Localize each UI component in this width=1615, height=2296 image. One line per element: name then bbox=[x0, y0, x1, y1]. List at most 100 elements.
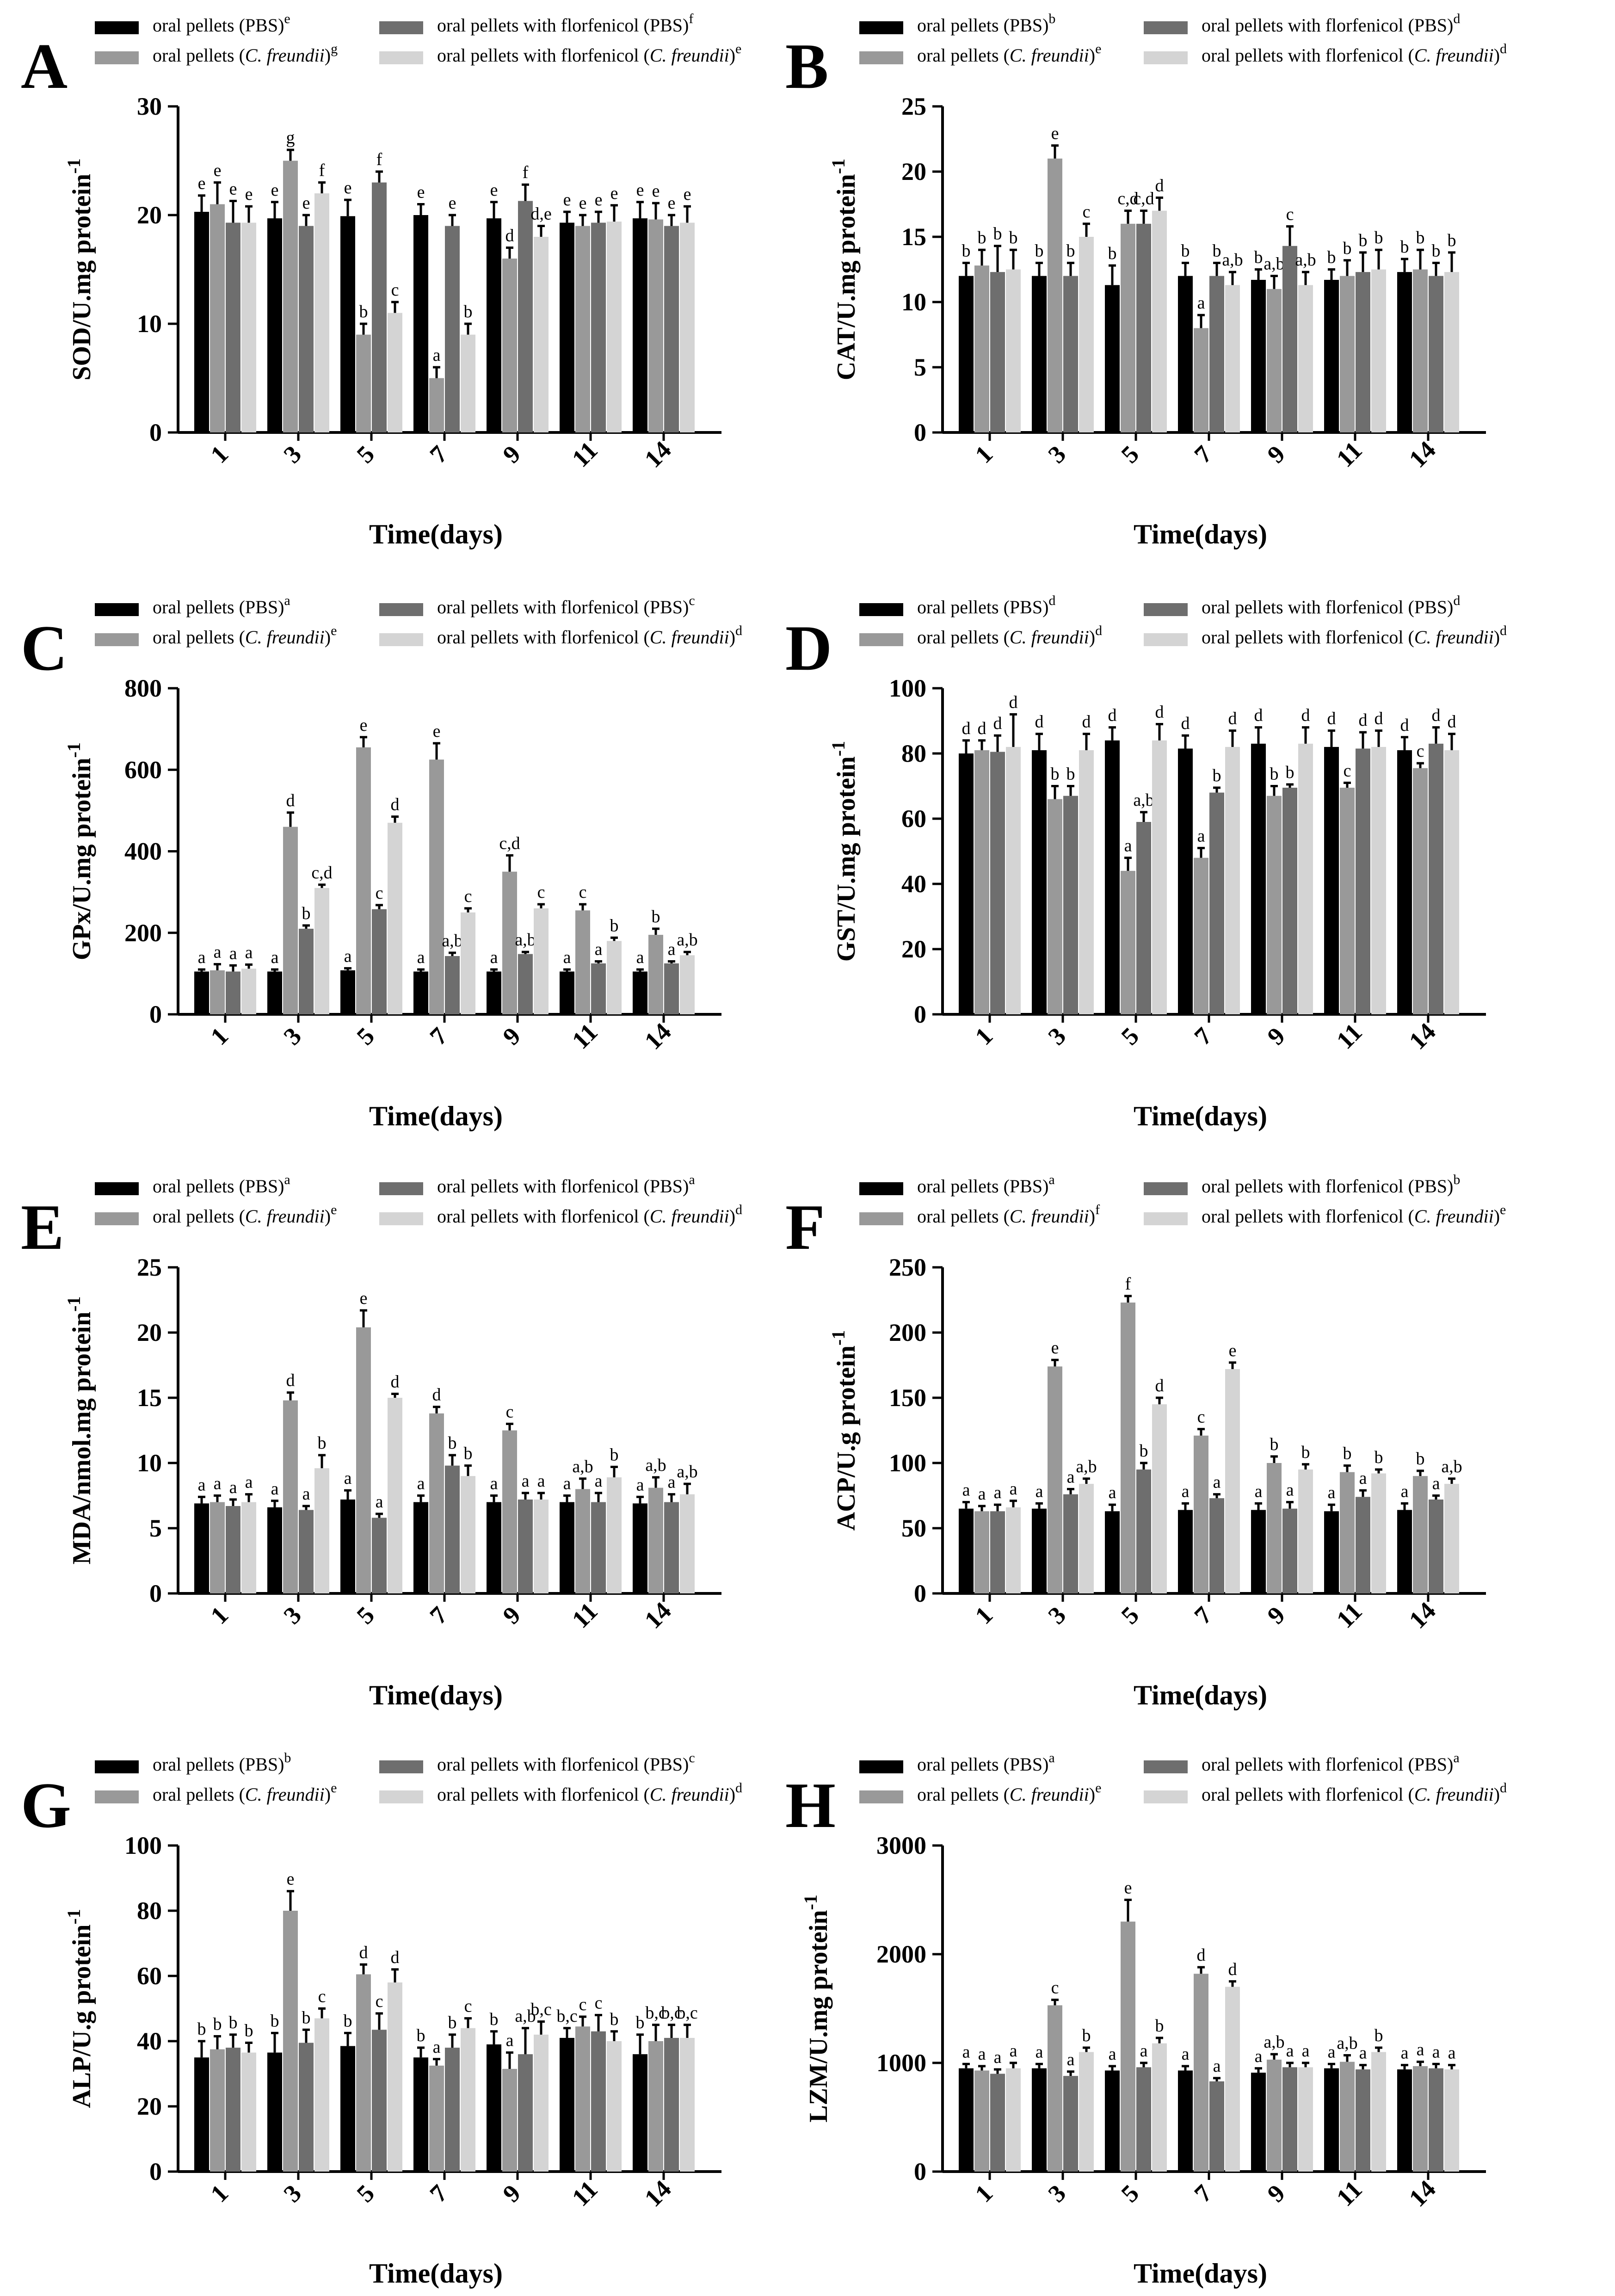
legend-entry: oral pellets (PBS)a bbox=[95, 1172, 290, 1197]
bar bbox=[1324, 1511, 1339, 1593]
y-axis-label: LZM/U.mg protein-1 bbox=[800, 1895, 833, 2123]
significance-letter: b bbox=[1155, 2016, 1164, 2036]
y-tick-label: 200 bbox=[889, 1319, 926, 1346]
bar bbox=[1063, 2076, 1078, 2172]
significance-letter: a,b bbox=[572, 1457, 593, 1476]
bar bbox=[575, 226, 590, 432]
significance-letter: c bbox=[1344, 761, 1351, 780]
significance-letter: e bbox=[1051, 124, 1059, 143]
significance-letter: b bbox=[1327, 248, 1336, 267]
significance-letter: a bbox=[271, 1479, 279, 1499]
panel-label: A bbox=[21, 31, 68, 102]
bar bbox=[1209, 276, 1224, 432]
bar bbox=[461, 912, 475, 1014]
significance-letter: d bbox=[391, 1948, 400, 1967]
x-tick-label: 11 bbox=[1331, 436, 1368, 473]
legend-label: oral pellets with florfenicol (C. freund… bbox=[437, 1202, 742, 1227]
x-axis-label: Time(days) bbox=[369, 1101, 503, 1131]
significance-letter: b bbox=[1066, 765, 1075, 784]
y-tick-label: 30 bbox=[137, 93, 162, 120]
significance-letter: a bbox=[1286, 1481, 1294, 1500]
bar bbox=[974, 1511, 989, 1593]
significance-letter: a,b bbox=[677, 930, 697, 950]
legend-label: oral pellets with florfenicol (PBS)a bbox=[1202, 1750, 1460, 1775]
legend-entry: oral pellets (PBS)b bbox=[95, 1750, 291, 1775]
y-tick-label: 0 bbox=[149, 419, 162, 446]
bar bbox=[299, 2043, 314, 2172]
significance-letter: a bbox=[1302, 2041, 1310, 2061]
bar bbox=[1178, 276, 1193, 432]
bar bbox=[1105, 285, 1120, 432]
bar bbox=[664, 226, 679, 432]
legend-entry: oral pellets with florfenicol (PBS)c bbox=[379, 1750, 695, 1775]
legend-entry: oral pellets with florfenicol (C. freund… bbox=[379, 1780, 742, 1805]
x-tick-label: 5 bbox=[1116, 2179, 1145, 2208]
bar bbox=[1032, 1508, 1047, 1593]
bar bbox=[487, 2044, 501, 2172]
bar bbox=[534, 908, 549, 1014]
significance-letter: a,b bbox=[1222, 250, 1243, 270]
bar bbox=[413, 971, 428, 1014]
legend-label: oral pellets with florfenicol (C. freund… bbox=[437, 1780, 742, 1805]
panel-label: E bbox=[21, 1191, 64, 1263]
x-tick-label: 14 bbox=[1404, 1018, 1441, 1055]
bar bbox=[990, 2074, 1005, 2172]
significance-letter: b bbox=[1213, 241, 1221, 260]
y-tick-label: 200 bbox=[124, 919, 162, 947]
significance-letter: a bbox=[1182, 2044, 1190, 2064]
y-tick-label: 20 bbox=[901, 158, 926, 185]
bar bbox=[1006, 2068, 1021, 2172]
bar bbox=[1079, 750, 1094, 1014]
y-tick-label: 5 bbox=[149, 1514, 162, 1542]
bar bbox=[210, 1502, 225, 1593]
bar bbox=[1048, 1366, 1062, 1593]
significance-letter: c bbox=[579, 1995, 587, 2014]
x-tick-label: 5 bbox=[351, 440, 380, 469]
significance-letter: a bbox=[962, 1481, 970, 1500]
legend-entry: oral pellets (C. freundii)f bbox=[859, 1202, 1100, 1227]
significance-letter: e bbox=[271, 180, 279, 200]
legend-swatch bbox=[379, 21, 423, 34]
legend-swatch bbox=[379, 1790, 423, 1803]
bar bbox=[1006, 1507, 1021, 1593]
bar bbox=[1444, 750, 1459, 1014]
significance-letter: b,c bbox=[530, 2000, 551, 2019]
bar bbox=[461, 2028, 475, 2172]
bar bbox=[575, 2026, 590, 2172]
significance-letter: d bbox=[962, 719, 971, 738]
significance-letter: e bbox=[579, 193, 587, 213]
significance-letter: e bbox=[360, 1289, 368, 1308]
legend-label: oral pellets (C. freundii)g bbox=[153, 41, 338, 66]
bar bbox=[1006, 747, 1021, 1014]
bar bbox=[356, 1974, 371, 2172]
y-axis-label: GPx/U.mg protein-1 bbox=[63, 742, 96, 960]
bar bbox=[1063, 796, 1078, 1014]
significance-letter: c bbox=[595, 1994, 603, 2013]
significance-letter: c,d bbox=[499, 833, 520, 853]
legend-label: oral pellets (PBS)e bbox=[153, 11, 290, 36]
bar bbox=[990, 272, 1005, 432]
significance-letter: a bbox=[344, 946, 352, 966]
x-tick-label: 3 bbox=[1043, 1601, 1072, 1630]
significance-letter: b bbox=[993, 224, 1002, 244]
bar bbox=[1267, 2059, 1282, 2172]
significance-letter: d bbox=[359, 1943, 368, 1962]
legend-label: oral pellets with florfenicol (C. freund… bbox=[1202, 41, 1507, 66]
legend-entry: oral pellets with florfenicol (PBS)d bbox=[1144, 593, 1460, 617]
x-axis-label: Time(days) bbox=[1134, 519, 1267, 549]
x-tick-label: 1 bbox=[205, 1022, 234, 1051]
y-tick-label: 15 bbox=[901, 223, 926, 251]
y-tick-label: 0 bbox=[149, 2158, 162, 2185]
bar bbox=[560, 971, 574, 1014]
bar bbox=[1152, 740, 1167, 1014]
bar bbox=[607, 941, 622, 1014]
legend-swatch bbox=[1144, 1760, 1188, 1773]
bar bbox=[648, 2041, 663, 2172]
bar bbox=[1356, 2069, 1370, 2172]
bar bbox=[388, 822, 402, 1014]
legend-swatch bbox=[859, 603, 903, 616]
bar bbox=[1324, 2068, 1339, 2172]
legend-swatch bbox=[95, 633, 139, 646]
